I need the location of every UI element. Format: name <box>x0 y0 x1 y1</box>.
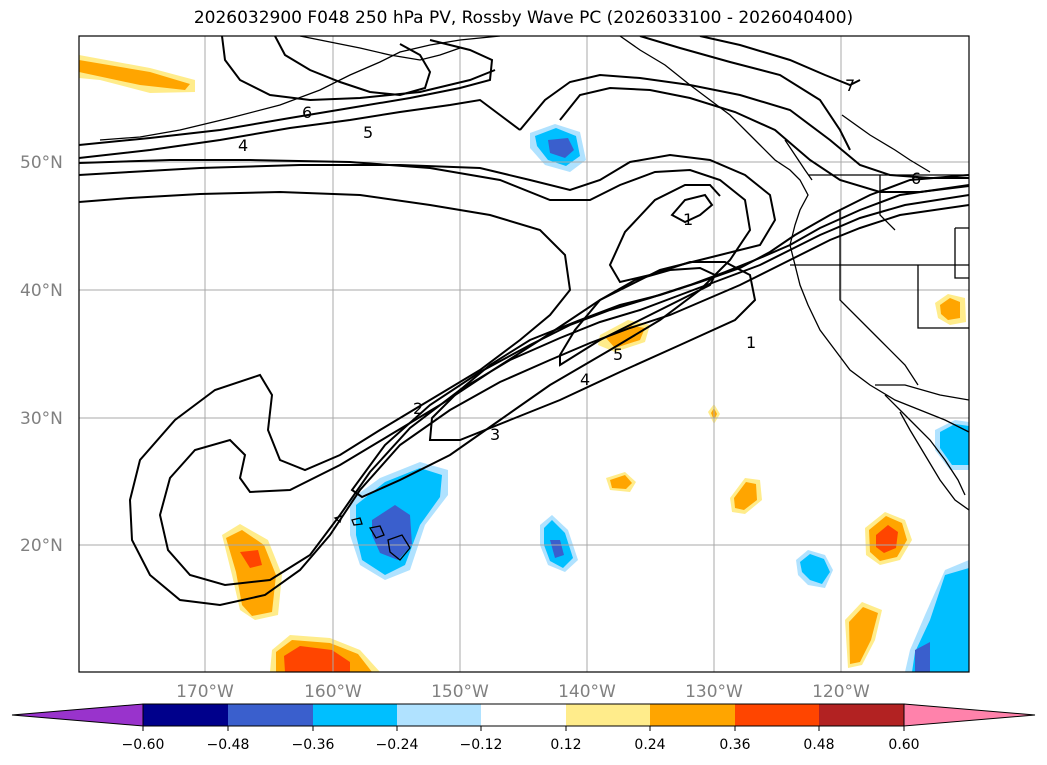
colorbar-tick-label: −0.36 <box>292 737 335 753</box>
contour-label-3: 3 <box>490 425 500 444</box>
contour-labels: 6 5 4 1 2 3 4 5 1 6 7 <box>238 76 921 444</box>
longitude-labels: 170°W 160°W 150°W 140°W 130°W 120°W <box>176 682 870 702</box>
colorbar-swatch <box>143 704 228 726</box>
lat-label-20n: 20°N <box>20 536 63 556</box>
latitude-labels: 50°N 40°N 30°N 20°N <box>20 153 63 556</box>
colorbar-tick-label: 0.60 <box>888 737 919 753</box>
colorbar-extend-max <box>903 703 1036 727</box>
colorbar-swatch <box>313 704 397 726</box>
map-title: 2026032900 F048 250 hPa PV, Rossby Wave … <box>193 8 854 28</box>
colorbar-swatch <box>819 704 904 726</box>
colorbar-tick-label: 0.48 <box>803 737 834 753</box>
lat-label-40n: 40°N <box>20 281 63 301</box>
lat-label-50n: 50°N <box>20 153 63 173</box>
contour-label-4-south: 4 <box>580 370 590 389</box>
colorbar-extend-min <box>11 703 144 727</box>
coastlines <box>99 36 969 561</box>
colorbar-tick-label: 0.12 <box>550 737 581 753</box>
contour-label-1-east: 1 <box>746 333 756 352</box>
contour-label-1-north: 1 <box>683 210 693 229</box>
lon-label-140w: 140°W <box>558 682 616 702</box>
contour-label-6-east: 6 <box>911 169 921 188</box>
lon-label-120w: 120°W <box>812 682 870 702</box>
anomaly-fills <box>79 55 969 672</box>
colorbar-swatch <box>228 704 313 726</box>
colorbar-swatch <box>397 704 481 726</box>
lat-label-30n: 30°N <box>20 409 63 429</box>
colorbar-swatch <box>650 704 735 726</box>
colorbar-swatch <box>481 704 566 726</box>
colorbar-tick-label: 0.36 <box>719 737 750 753</box>
lon-label-130w: 130°W <box>685 682 743 702</box>
colorbar-swatch <box>735 704 819 726</box>
colorbar-swatch <box>566 704 650 726</box>
lon-label-160w: 160°W <box>304 682 362 702</box>
colorbar: −0.60 −0.48 −0.36 −0.24 −0.12 0.12 0.24 … <box>11 703 1036 753</box>
contour-label-5-south: 5 <box>613 345 623 364</box>
graticule <box>79 36 969 672</box>
lon-label-150w: 150°W <box>431 682 489 702</box>
colorbar-tick-label: −0.24 <box>376 737 419 753</box>
pv-contours <box>79 36 969 607</box>
colorbar-tick-label: −0.12 <box>460 737 503 753</box>
colorbar-frame <box>142 703 905 727</box>
contour-label-5: 5 <box>363 123 373 142</box>
contour-label-2: 2 <box>413 399 423 418</box>
contour-label-7: 7 <box>845 76 855 95</box>
colorbar-tick-label: −0.48 <box>207 737 250 753</box>
colorbar-tick-label: 0.24 <box>634 737 665 753</box>
contour-label-4: 4 <box>238 136 248 155</box>
lon-label-170w: 170°W <box>176 682 234 702</box>
contour-label-6: 6 <box>302 103 312 122</box>
colorbar-tick-label: −0.60 <box>122 737 165 753</box>
map-border <box>78 35 970 673</box>
